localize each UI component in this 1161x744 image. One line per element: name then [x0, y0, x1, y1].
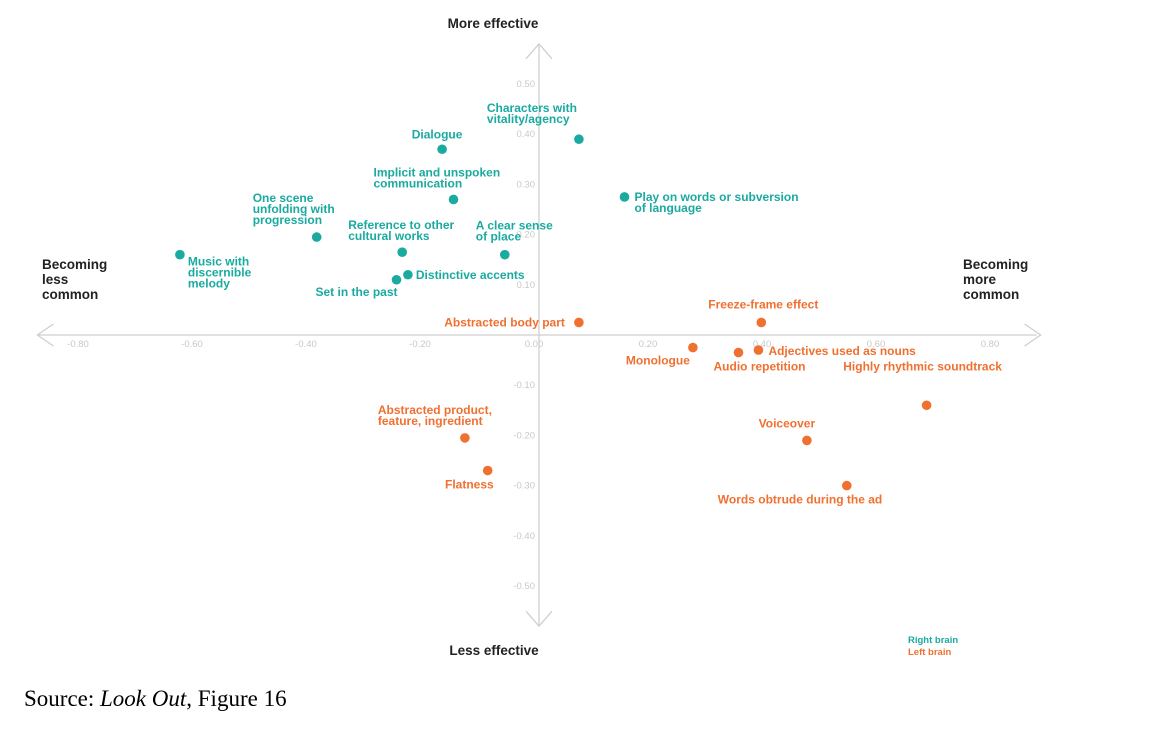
source-title: Look Out: [100, 686, 187, 711]
axis-title-left: Becoming less common: [42, 257, 107, 302]
data-point: [460, 433, 470, 443]
axis-title-right: Becoming more common: [963, 257, 1028, 302]
axes: [36, 42, 1042, 628]
x-tick-label: -0.80: [67, 339, 89, 350]
data-label: Abstracted body part: [444, 315, 565, 329]
data-point: [733, 347, 744, 358]
data-points: [175, 134, 932, 491]
data-label: Monologue: [626, 354, 690, 368]
data-label: Implicit and unspoken communication: [374, 165, 501, 190]
y-tick-label: -0.30: [513, 481, 535, 492]
y-axis-top-arrow: [525, 42, 553, 60]
source-caption: Source: Look Out, Figure 16: [24, 686, 287, 712]
legend-item: Left brain: [908, 647, 951, 658]
axis-title-top: More effective: [448, 16, 539, 31]
axis-titles: More effective Less effective Becoming less…: [42, 16, 1028, 658]
data-point: [574, 134, 584, 145]
data-label: A clear sense of place: [476, 219, 553, 244]
y-tick-label: 0.20: [517, 230, 536, 241]
x-tick-label: 0.60: [867, 339, 886, 350]
x-tick-label: -0.20: [409, 339, 431, 350]
data-point: [448, 194, 459, 205]
data-point: [842, 480, 852, 491]
data-label: Dialogue: [412, 127, 463, 141]
x-tick-label: -0.60: [181, 339, 203, 350]
data-label: Audio repetition: [714, 360, 806, 374]
data-label: One scene unfolding with progression: [253, 191, 335, 227]
data-point: [500, 249, 510, 260]
data-point: [574, 317, 584, 328]
data-point: [175, 249, 185, 260]
data-label: Voiceover: [759, 416, 816, 430]
data-point: [482, 465, 493, 476]
y-tick-label: -0.10: [513, 380, 535, 391]
y-tick-label: 0.50: [517, 79, 536, 90]
data-label: Freeze-frame effect: [708, 297, 818, 311]
x-axis-right-arrow: [1024, 323, 1042, 347]
data-label: Distinctive accents: [416, 268, 525, 282]
data-point: [619, 192, 630, 202]
data-label: Flatness: [445, 478, 494, 492]
y-tick-label: 0.40: [517, 129, 536, 140]
data-point: [437, 144, 447, 155]
x-axis-left-arrow: [36, 323, 54, 347]
x-tick-label: 0.20: [639, 339, 658, 350]
data-point: [391, 274, 402, 285]
y-axis-bottom-arrow: [525, 610, 553, 628]
data-label: Reference to other cultural works: [348, 218, 454, 243]
data-label: Adjectives used as nouns: [768, 344, 916, 358]
data-label: Set in the past: [315, 285, 397, 299]
data-label: Play on words or subversion of language: [635, 190, 799, 215]
y-tick-label: -0.40: [513, 531, 535, 542]
y-tick-label: 0.30: [517, 179, 536, 190]
data-point: [802, 435, 812, 446]
source-suffix: , Figure 16: [186, 686, 287, 711]
data-point: [921, 400, 932, 411]
x-tick-label: -0.40: [295, 339, 317, 350]
data-label: Words obtrude during the ad: [718, 493, 882, 507]
legend-item: Right brain: [908, 635, 958, 646]
x-tick-label: 0.40: [753, 339, 772, 350]
tick-labels: -0.80 -0.60 -0.40 -0.20 0.00 0.20 0.40 0.60 0.80…: [67, 79, 999, 592]
y-tick-label: -0.50: [513, 581, 535, 592]
data-point: [688, 342, 698, 353]
data-labels: Characters with vitality/agency Dialogue Im…: [188, 101, 1002, 506]
data-point: [403, 269, 413, 280]
data-label: Highly rhythmic soundtrack: [843, 359, 1002, 373]
x-tick-label: 0.80: [981, 339, 1000, 350]
x-tick-label: 0.00: [525, 339, 544, 350]
data-point: [397, 247, 408, 257]
source-prefix: Source:: [24, 686, 101, 711]
y-tick-label: 0.10: [517, 280, 536, 291]
scatter-chart: -0.80 -0.60 -0.40 -0.20 0.00 0.20 0.40 0.60 0.80…: [36, 16, 1042, 658]
data-point: [311, 232, 322, 242]
data-label: Characters with vitality/agency: [487, 101, 577, 126]
axis-title-bottom: Less effective: [449, 643, 539, 658]
y-tick-label: -0.20: [513, 430, 535, 441]
data-label: Music with discernible melody: [188, 255, 252, 291]
data-point: [753, 345, 764, 355]
data-label: Abstracted product, feature, ingredient: [378, 403, 492, 428]
data-point: [756, 317, 767, 328]
